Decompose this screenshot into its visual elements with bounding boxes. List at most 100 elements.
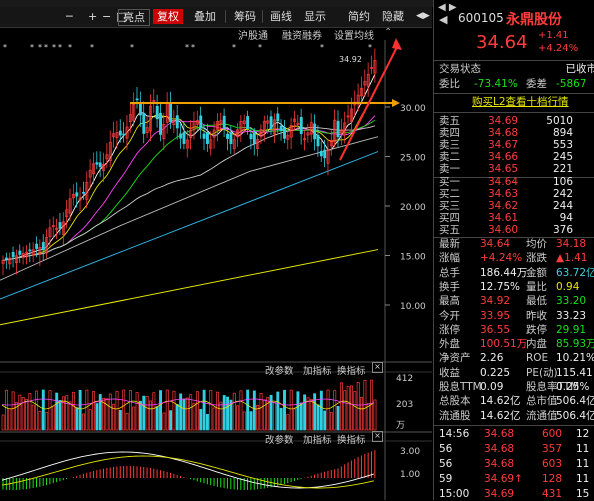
volume-bar — [21, 397, 25, 431]
candle-body — [152, 100, 156, 102]
event-star: * — [90, 43, 94, 52]
minimize-button[interactable]: ─ — [66, 10, 73, 23]
highlight-button[interactable]: 亮点 — [118, 9, 150, 26]
candle-body — [115, 132, 119, 138]
hk-connect-label[interactable]: 沪股通 — [238, 31, 268, 42]
ask-level-2[interactable]: 卖二 34.66 245 — [439, 151, 573, 163]
volume-bar — [155, 406, 159, 431]
adjust-button[interactable]: 复权 — [153, 9, 183, 24]
candle-body — [366, 73, 370, 87]
volume-bar — [202, 389, 206, 431]
overlay-button[interactable]: 叠加 — [194, 10, 216, 23]
candle-body — [222, 115, 226, 129]
collapse-icon[interactable]: ⌃ — [384, 27, 393, 38]
macd-scale-mid: 1.00 — [400, 470, 421, 480]
candle-body — [139, 102, 142, 116]
volume-bar — [15, 402, 18, 431]
candle-body — [159, 112, 162, 135]
tick-row: 15:00 34.69 431 15 — [439, 488, 590, 500]
volume-bar — [356, 382, 360, 431]
event-star: * — [30, 43, 34, 52]
candle-body — [25, 251, 29, 254]
volume-bar — [82, 413, 85, 431]
candle-body — [1, 260, 5, 264]
vol-switch-indicator[interactable]: 换指标 — [337, 366, 366, 377]
tick-row: 14:56 34.68 600 12 — [439, 428, 590, 440]
stat-row: 净资产 2.26 ROE 10.21% — [439, 352, 594, 365]
candle-body — [61, 221, 65, 235]
price-tick-label: 20.00 — [400, 203, 426, 213]
volume-bar — [149, 400, 152, 431]
bid-level-5[interactable]: 买五 34.60 376 — [439, 224, 573, 236]
macd-add-indicator[interactable]: 加指标 — [303, 435, 332, 446]
back-icon[interactable]: ◀ — [439, 13, 448, 26]
top-menu-strip — [0, 0, 594, 7]
fit-button[interactable]: □ — [116, 10, 127, 23]
volume-bar — [306, 397, 310, 431]
bid-level-4[interactable]: 买四 34.61 94 — [439, 212, 573, 224]
header-arrows[interactable]: ◀ ▶ — [438, 2, 457, 13]
volume-bar — [299, 402, 303, 431]
scroll-icon[interactable]: ◀▶ — [416, 11, 430, 21]
volume-bar — [353, 391, 357, 431]
candle-body — [229, 132, 233, 144]
candle-body — [125, 126, 129, 139]
macd-switch-indicator[interactable]: 换指标 — [337, 435, 366, 446]
margin-label[interactable]: 融资融券 — [282, 31, 322, 42]
volume-bar — [273, 402, 276, 431]
volume-bar — [313, 393, 317, 431]
volume-bar — [105, 398, 109, 431]
volume-bar — [219, 401, 223, 431]
event-star: * — [58, 43, 62, 52]
volume-bar — [286, 414, 290, 431]
event-star: * — [130, 43, 134, 52]
bid-level-2[interactable]: 买二 34.63 242 — [439, 188, 573, 200]
vol-close-icon[interactable]: × — [372, 362, 383, 373]
candle-body — [346, 115, 350, 118]
volume-bar — [289, 389, 293, 431]
stat-row: 外盘 100.51万 内盘 85.93万 — [439, 338, 594, 351]
ma-settings-button[interactable]: 设置均线 — [334, 31, 374, 42]
candle-body — [92, 163, 95, 175]
volume-bar — [55, 392, 59, 431]
simple-button[interactable]: 简约 — [348, 10, 370, 23]
last-price: 34.64 — [476, 32, 528, 53]
candle-body — [145, 127, 149, 133]
candle-body — [219, 120, 223, 125]
candle-body — [239, 120, 243, 131]
macd-close-icon[interactable]: × — [372, 431, 383, 442]
chips-button[interactable]: 筹码 — [234, 10, 256, 23]
ask-level-5[interactable]: 卖五 34.69 5010 — [439, 115, 573, 127]
price-change-pct: +4.24% — [538, 43, 579, 54]
bid-level-1[interactable]: 买一 34.64 106 — [439, 176, 573, 188]
candle-body — [105, 154, 109, 160]
l2-link[interactable]: 购买L2查看十档行情 — [472, 96, 569, 108]
candle-body — [283, 126, 286, 139]
macd-edit-params[interactable]: 改参数 — [265, 435, 294, 446]
display-button[interactable]: 显示 — [304, 10, 326, 23]
draw-line-button[interactable]: 画线 — [270, 10, 292, 23]
candle-body — [128, 114, 132, 123]
home-button[interactable]: + — [88, 10, 98, 23]
chart-subbar: 沪股通 融资融券 设置均线 ⌃ — [230, 27, 430, 42]
candle-body — [175, 115, 179, 129]
volume-bar — [159, 390, 162, 431]
ma-line — [2, 125, 375, 261]
volume-bar — [256, 405, 260, 431]
candle-body — [8, 257, 12, 265]
hide-button[interactable]: 隐藏 — [382, 10, 404, 23]
candle-body — [122, 133, 126, 136]
bid-level-3[interactable]: 买三 34.62 244 — [439, 200, 573, 212]
trend-arrow — [339, 44, 399, 161]
event-star: * — [191, 43, 195, 52]
ask-level-1[interactable]: 卖一 34.65 221 — [439, 163, 573, 175]
volume-bar — [316, 404, 320, 431]
vol-edit-params[interactable]: 改参数 — [265, 366, 294, 377]
ask-level-4[interactable]: 卖四 34.68 894 — [439, 127, 573, 139]
vol-add-indicator[interactable]: 加指标 — [303, 366, 332, 377]
candle-body — [21, 252, 25, 258]
event-markers: * * * * * * * * * * * * * * * — [3, 43, 372, 52]
ask-level-3[interactable]: 卖三 34.67 553 — [439, 139, 573, 151]
zoom-out-button[interactable]: − — [102, 10, 112, 23]
